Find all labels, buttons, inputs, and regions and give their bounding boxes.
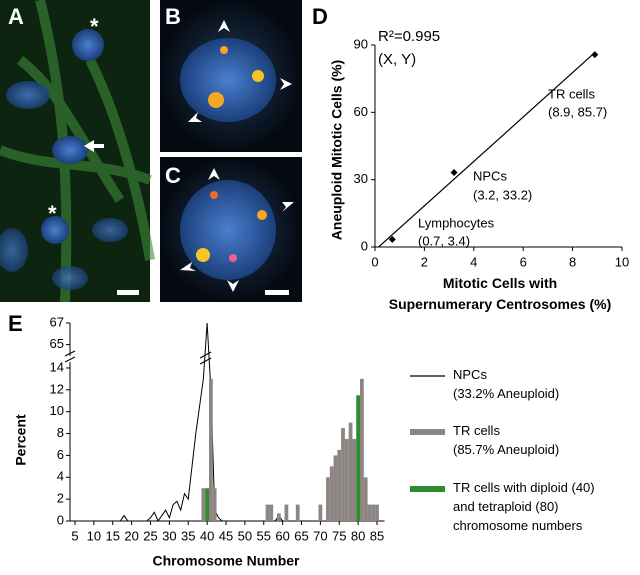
bar bbox=[344, 439, 349, 521]
annotation: (3.2, 33.2) bbox=[473, 187, 532, 202]
x-tick-label: 35 bbox=[181, 528, 195, 543]
annotation: TR cells bbox=[548, 86, 595, 101]
x-tick-label: 70 bbox=[313, 528, 327, 543]
x-tick-label: 75 bbox=[332, 528, 346, 543]
bar bbox=[329, 466, 334, 521]
annotation: (0.7, 3.4) bbox=[418, 233, 470, 248]
image-b bbox=[160, 0, 302, 152]
panel-label: C bbox=[165, 163, 181, 188]
y-axis-label: Percent bbox=[13, 414, 29, 466]
x-axis-label: Mitotic Cells with Supernumerary Centroso… bbox=[389, 275, 612, 312]
bar bbox=[326, 477, 330, 521]
x-tick-label: 30 bbox=[162, 528, 176, 543]
bar bbox=[284, 504, 289, 521]
bar bbox=[371, 504, 376, 521]
axis-break bbox=[64, 350, 76, 363]
x-tick-label: 45 bbox=[219, 528, 233, 543]
y-tick-label: 0 bbox=[57, 512, 64, 527]
bar bbox=[356, 395, 361, 521]
annotation: Lymphocytes bbox=[418, 215, 495, 230]
annotation: (8.9, 85.7) bbox=[548, 104, 607, 119]
x-tick-label: 6 bbox=[520, 254, 527, 269]
y-tick-label: 65 bbox=[50, 336, 64, 351]
bar bbox=[269, 504, 274, 521]
x-tick-label: 15 bbox=[106, 528, 120, 543]
x-tick-label: 10 bbox=[87, 528, 101, 543]
bar bbox=[212, 488, 217, 521]
y-tick-label: 30 bbox=[354, 171, 368, 186]
legend-label: NPCs (33.2% Aneuploid) bbox=[453, 367, 559, 401]
image-a bbox=[0, 0, 155, 303]
x-tick-label: 4 bbox=[470, 254, 477, 269]
bar bbox=[265, 504, 270, 521]
legend-label: TR cells with diploid (40) and tetraploid… bbox=[453, 480, 595, 533]
y-tick-label: 6 bbox=[57, 447, 64, 462]
panel-label: D bbox=[312, 4, 328, 29]
bar bbox=[205, 488, 210, 521]
bar bbox=[337, 449, 342, 521]
annotation: (X, Y) bbox=[378, 51, 416, 68]
trend-line bbox=[378, 52, 596, 248]
y-tick-label: 0 bbox=[361, 238, 368, 253]
x-tick-label: 65 bbox=[294, 528, 308, 543]
line-break bbox=[199, 351, 212, 365]
x-tick-label: 25 bbox=[143, 528, 157, 543]
y-tick-label: 2 bbox=[57, 491, 64, 506]
bar bbox=[348, 422, 353, 521]
x-tick-label: 2 bbox=[421, 254, 428, 269]
bar bbox=[341, 428, 345, 521]
x-tick-label: 20 bbox=[124, 528, 138, 543]
y-tick-label: 90 bbox=[354, 36, 368, 51]
x-tick-label: 85 bbox=[370, 528, 384, 543]
bar bbox=[352, 439, 357, 521]
x-tick-label: 10 bbox=[615, 254, 629, 269]
panel-label: A bbox=[8, 4, 24, 29]
bar bbox=[318, 504, 323, 521]
y-tick-label: 60 bbox=[354, 104, 368, 119]
bar bbox=[295, 504, 300, 521]
x-tick-label: 50 bbox=[238, 528, 252, 543]
x-tick-label: 55 bbox=[257, 528, 271, 543]
y-tick-label: 67 bbox=[50, 314, 64, 329]
image-annotation: * bbox=[48, 201, 57, 226]
bar bbox=[333, 455, 338, 521]
panel-label: B bbox=[165, 4, 181, 29]
bar bbox=[276, 513, 281, 521]
annotation: R²=0.995 bbox=[378, 28, 440, 45]
y-tick-label: 10 bbox=[50, 403, 64, 418]
y-tick-label: 8 bbox=[57, 425, 64, 440]
point bbox=[450, 168, 458, 176]
x-tick-label: 8 bbox=[569, 254, 576, 269]
x-tick-label: 60 bbox=[275, 528, 289, 543]
x-axis-label: Chromosome Number bbox=[152, 553, 300, 569]
bar bbox=[363, 477, 368, 521]
bar bbox=[201, 488, 206, 521]
bar bbox=[375, 504, 379, 521]
x-tick-label: 80 bbox=[351, 528, 365, 543]
bar bbox=[209, 378, 213, 521]
y-tick-label: 12 bbox=[50, 381, 64, 396]
x-tick-label: 5 bbox=[71, 528, 78, 543]
line bbox=[75, 322, 381, 523]
y-tick-label: 14 bbox=[50, 359, 64, 374]
x-tick-label: 40 bbox=[200, 528, 214, 543]
annotation: NPCs bbox=[473, 168, 507, 183]
point bbox=[388, 235, 396, 243]
legend-label: TR cells (85.7% Aneuploid) bbox=[453, 423, 559, 457]
image-annotation: * bbox=[90, 14, 99, 39]
bar bbox=[367, 504, 372, 521]
y-axis-label: Aneuploid Mitotic Cells (%) bbox=[329, 60, 345, 240]
x-tick-label: 0 bbox=[371, 254, 378, 269]
bar bbox=[360, 378, 364, 521]
image-c bbox=[160, 157, 302, 302]
panel-label: E bbox=[8, 311, 23, 336]
point bbox=[591, 51, 599, 59]
y-tick-label: 4 bbox=[57, 469, 64, 484]
